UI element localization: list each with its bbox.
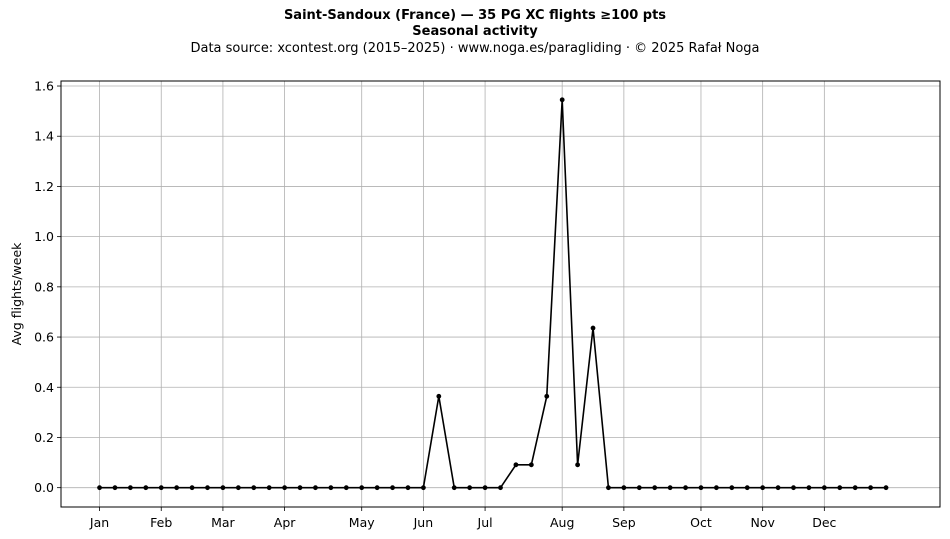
data-point [97, 485, 102, 491]
data-point [158, 485, 164, 491]
x-tick-label: May [349, 515, 375, 530]
data-point [683, 485, 688, 491]
data-point [405, 485, 411, 491]
series-line [99, 99, 887, 489]
series-line-group [97, 97, 889, 491]
data-point [791, 485, 796, 491]
data-point [282, 485, 288, 491]
data-point [760, 485, 766, 491]
data-point [174, 485, 180, 491]
data-point [713, 485, 719, 491]
data-point [328, 485, 334, 491]
x-tick-label: Aug [550, 515, 574, 530]
data-point [636, 485, 642, 491]
data-point [112, 485, 118, 491]
data-point [821, 485, 827, 491]
data-point [559, 97, 565, 103]
data-point [775, 485, 781, 491]
y-tick-label: 0.0 [34, 480, 54, 495]
data-point [544, 393, 550, 399]
data-point [528, 462, 534, 468]
x-tick-label: Mar [211, 515, 235, 530]
data-point [359, 485, 365, 491]
data-point [868, 485, 874, 491]
data-point [436, 393, 442, 399]
data-point [698, 485, 704, 491]
y-tick-label: 1.0 [34, 229, 54, 244]
data-point [498, 485, 503, 491]
data-point [343, 485, 349, 491]
data-point [744, 485, 750, 491]
data-point [374, 485, 380, 491]
data-point [837, 485, 843, 491]
x-tick-label: Oct [690, 515, 712, 530]
chart-subtitle: Seasonal activity [412, 24, 538, 39]
y-tick-label: 1.4 [34, 129, 54, 144]
data-source-note: Data source: xcontest.org (2015–2025) · … [190, 41, 760, 56]
data-point [575, 462, 581, 468]
data-point [606, 485, 611, 491]
data-point [467, 485, 473, 491]
x-tick-label: Jun [413, 515, 434, 530]
plot-frame [60, 80, 941, 508]
data-point [513, 462, 519, 468]
data-point [127, 485, 133, 491]
data-point [189, 485, 195, 491]
axis-ticks: Jan Feb Mar Apr May Jun Jul Aug Sep Oct Nov Dec 0.0 0… [34, 79, 836, 530]
y-tick-label: 0.4 [34, 380, 54, 395]
data-point [621, 485, 627, 491]
x-tick-label: Dec [812, 515, 836, 530]
y-tick-label: 0.6 [34, 330, 54, 345]
chart-title: Saint-Sandoux (France) — 35 PG XC flight… [283, 8, 667, 23]
data-point [667, 485, 673, 491]
y-axis-label: Avg flights/week [9, 242, 24, 346]
data-point [852, 485, 858, 491]
data-point [205, 485, 210, 491]
y-tick-label: 0.8 [34, 279, 54, 294]
x-tick-label: Sep [612, 515, 636, 530]
data-point [266, 485, 272, 491]
y-tick-label: 1.2 [34, 179, 54, 194]
data-point [729, 485, 735, 491]
data-point [220, 485, 226, 491]
y-tick-label: 1.6 [34, 79, 54, 94]
data-point [251, 485, 257, 491]
data-point [806, 485, 812, 491]
data-point [482, 485, 488, 491]
x-tick-label: Jan [89, 515, 109, 530]
grid-lines [61, 81, 940, 507]
x-tick-label: Feb [150, 515, 172, 530]
data-point [235, 485, 241, 491]
title-block: Saint-Sandoux (France) — 35 PG XC flight… [0, 8, 950, 58]
x-tick-label: Nov [750, 515, 775, 530]
data-point [143, 485, 149, 491]
data-point [590, 325, 596, 331]
data-point [420, 485, 426, 491]
data-point [451, 485, 457, 491]
data-point [297, 485, 303, 491]
x-tick-label: Jul [477, 515, 493, 530]
data-point [390, 485, 395, 491]
data-point [313, 485, 318, 491]
data-point [652, 485, 658, 491]
y-tick-label: 0.2 [34, 430, 54, 445]
x-tick-label: Apr [274, 515, 296, 530]
data-point [883, 485, 889, 491]
